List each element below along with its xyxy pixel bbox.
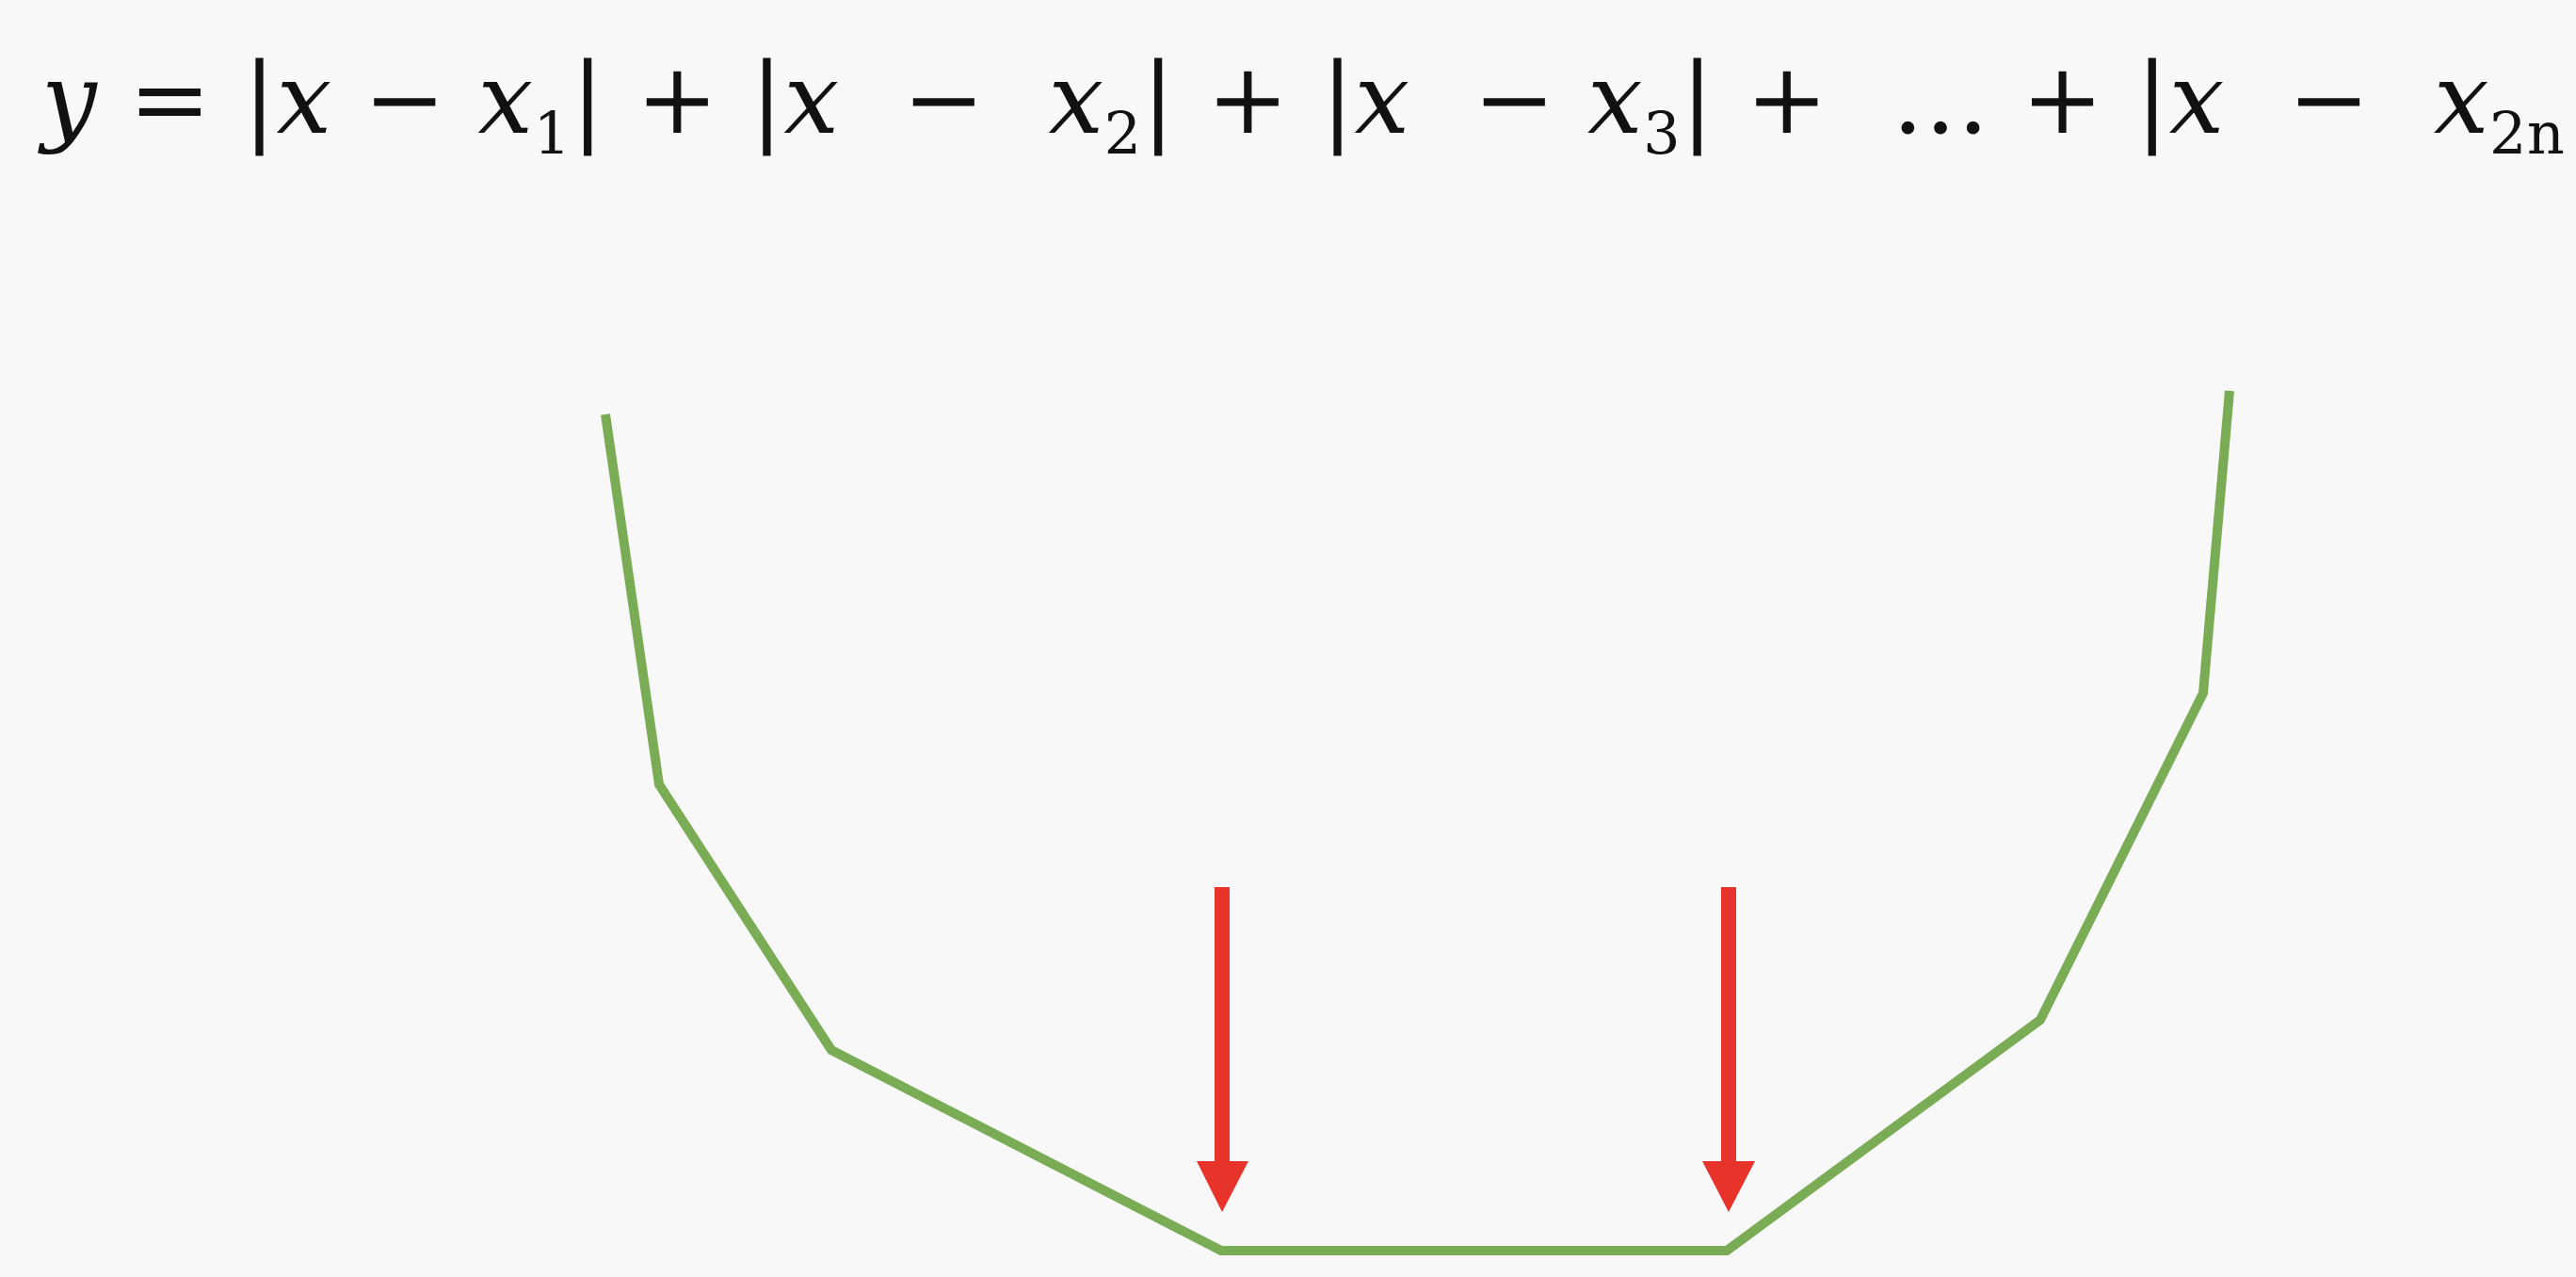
formula-term-1: |x − x1| [243,41,605,168]
arrow-head-left [1197,1161,1248,1212]
formula-term-last: |x − x2n| [2135,41,2576,168]
median-arrow-left [1197,887,1248,1212]
formula-plus: + [1206,41,1290,156]
formula-term-2: |x − x2| [749,41,1176,168]
formula-ellipsis: … [1891,41,1990,156]
formula-plus: + [636,41,719,156]
formula-plus: + [1746,41,1828,156]
arrow-shaft-left [1215,887,1230,1168]
median-arrow-right [1702,887,1755,1212]
formula-lhs: y [41,41,98,156]
formula-term-3: |x − x3| [1320,41,1715,168]
formula-plus: + [2021,41,2104,156]
arrow-head-right [1702,1161,1755,1212]
arrow-shaft-right [1721,887,1736,1168]
formula-equals: = [128,41,212,156]
piecewise-linear-curve [601,390,2234,1255]
formula-equation: y = |x − x1| + |x − x2| + |x − x3| + … +… [41,28,2576,170]
